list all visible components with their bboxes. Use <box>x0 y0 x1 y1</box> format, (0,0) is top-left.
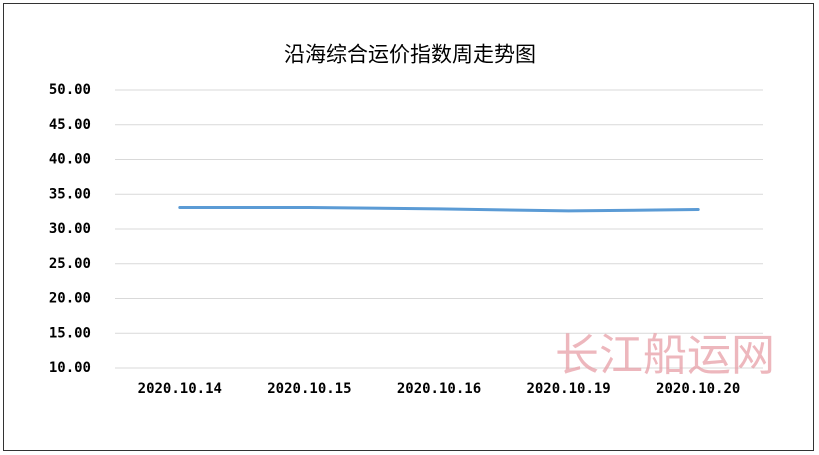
y-tick-label: 10.00 <box>49 360 91 376</box>
y-tick-label: 30.00 <box>49 221 91 237</box>
y-tick-label: 20.00 <box>49 291 91 307</box>
y-tick-label: 35.00 <box>49 186 91 202</box>
x-tick-label: 2020.10.19 <box>526 381 610 397</box>
x-tick-label: 2020.10.15 <box>267 381 351 397</box>
x-tick-label: 2020.10.16 <box>397 381 481 397</box>
y-tick-label: 45.00 <box>49 117 91 133</box>
y-tick-label: 15.00 <box>49 325 91 341</box>
x-tick-label: 2020.10.20 <box>656 381 740 397</box>
watermark: 长江船运网 <box>555 330 775 381</box>
y-tick-label: 40.00 <box>49 152 91 168</box>
y-tick-label: 25.00 <box>49 256 91 272</box>
chart-border <box>3 3 814 451</box>
line <box>178 205 700 213</box>
y-tick-label: 50.00 <box>49 82 91 98</box>
x-tick-label: 2020.10.14 <box>138 381 222 397</box>
chart-title: 沿海综合运价指数周走势图 <box>284 43 536 67</box>
